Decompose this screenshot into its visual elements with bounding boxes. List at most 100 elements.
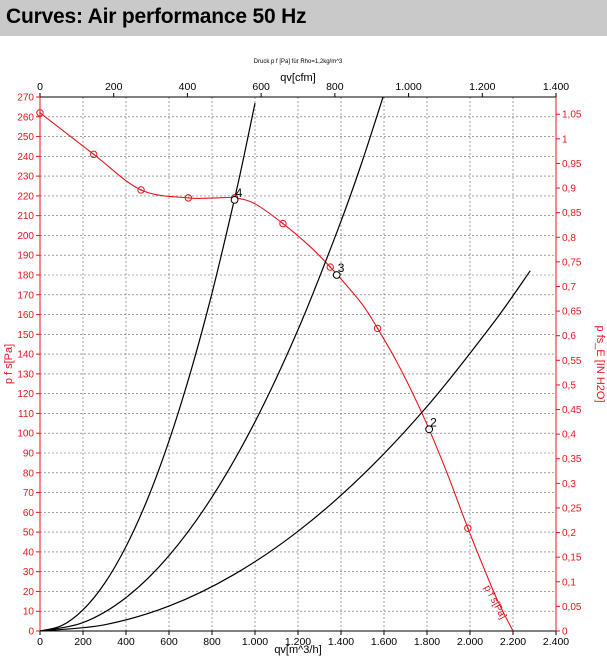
x-tick-label: 200: [74, 636, 92, 648]
y2-tick-label: 0,3: [562, 479, 576, 490]
y-tick-label: 50: [23, 528, 35, 539]
curve-marker: [464, 524, 472, 532]
operating-point-label: 3: [338, 261, 345, 275]
curve-marker: [137, 186, 145, 194]
x-tick-label: 2.200: [500, 636, 526, 648]
system-curve-line: [40, 97, 384, 631]
y2-tick-label: 0,4: [562, 430, 576, 441]
curve-marker-dot: [376, 327, 379, 330]
curve-marker-dot: [329, 266, 332, 268]
y-tick-label: 100: [17, 429, 34, 440]
curve-marker: [279, 219, 287, 228]
header-bar: Curves: Air performance 50 Hz: [0, 0, 607, 36]
x-tick-label: 600: [160, 636, 178, 648]
y-tick-label: 0: [28, 627, 34, 638]
y2-tick-label: 0,25: [562, 503, 582, 514]
y-tick-label: 190: [17, 251, 34, 262]
y-tick-label: 20: [23, 587, 35, 598]
grid: [39, 96, 557, 632]
x2-tick-label: 1.400: [543, 81, 569, 93]
y-tick-label: 200: [17, 231, 34, 242]
operating-point: [332, 271, 341, 279]
y-tick-label: 250: [17, 132, 34, 143]
y2-tick-label: 0,85: [562, 208, 582, 219]
x2-tick-label: 1.000: [395, 81, 421, 93]
curve-marker-dot: [92, 153, 95, 156]
y2-tick-label: 0,7: [562, 282, 576, 293]
y-tick-label: 270: [17, 93, 34, 104]
y2-tick-label: 0,55: [562, 356, 582, 367]
x2-tick-label: 800: [326, 81, 344, 93]
y-tick-label: 170: [17, 290, 34, 301]
performance-chart: 0 200 400 600 800 1.000 1.200 1.400 1.600 1.800 2.…: [3, 59, 606, 656]
x2-tick-label: 1.200: [469, 81, 495, 93]
y2-tick-label: 0,2: [562, 528, 576, 539]
y-tick-label: 260: [17, 112, 34, 123]
x2-tick-label: 400: [179, 81, 197, 93]
bottom-axis-label: qv[m^3/h]: [274, 644, 321, 656]
left-axis-label: p f s[Pa]: [3, 344, 15, 384]
y2-tick-label: 0,45: [562, 405, 582, 416]
operating-point: [425, 425, 434, 434]
y2-tick-label: 0,8: [562, 233, 576, 244]
system-curve-line: [40, 270, 531, 631]
y2-tick-label: 0,35: [562, 454, 582, 465]
y-tick-label: 60: [23, 508, 35, 519]
operating-point-label: 2: [430, 415, 437, 429]
curve-marker-dot: [187, 197, 190, 199]
curve-marker-dot: [467, 527, 469, 529]
pressure-curve-line: [40, 112, 514, 631]
curve-marker-dot: [39, 112, 41, 114]
y-tick-label: 10: [23, 607, 35, 618]
curve-marker-dot: [282, 222, 284, 225]
y-tick-label: 150: [17, 330, 34, 341]
x-tick-label: 1.200: [285, 636, 311, 648]
x-tick-label: 1.000: [242, 636, 268, 648]
y2-tick-label: 0,6: [562, 331, 576, 342]
page-title: Curves: Air performance 50 Hz: [6, 5, 307, 28]
y-tick-label: 90: [23, 449, 35, 460]
operating-point: [230, 195, 239, 204]
y2-tick-label: 0,05: [562, 602, 582, 613]
top-axis-label: qv[cfm]: [280, 72, 315, 84]
y2-tick-label: 1: [562, 134, 568, 145]
y2-tick-label: 0,1: [562, 577, 576, 588]
curve-marker: [326, 263, 334, 271]
x-tick-label: 400: [117, 636, 135, 648]
y-tick-label: 230: [17, 172, 34, 183]
y2-tick-label: 0,75: [562, 257, 582, 268]
x-tick-label: 1.400: [328, 636, 354, 648]
y2-tick-label: 1,05: [562, 110, 582, 121]
y-tick-label: 70: [23, 488, 35, 499]
curve-marker-dot: [140, 189, 142, 191]
y2-tick-label: 0,15: [562, 553, 582, 564]
chart-subtitle: Druck p f [Pa] für Rho=1,2kg/m^3: [254, 59, 343, 65]
curve-marker: [373, 324, 382, 333]
y2-tick-label: 0: [562, 627, 568, 638]
y-tick-label: 180: [17, 271, 34, 282]
right-axis-label: p fs_E [IN H2O]: [594, 325, 606, 402]
y-tick-label: 140: [17, 350, 34, 361]
y-tick-label: 220: [17, 191, 34, 202]
x-tick-label: 1.800: [414, 636, 440, 648]
axes: 0 200 400 600 800 1.000 1.200 1.400 1.600 1.800 2.…: [17, 81, 582, 648]
x-tick-label: 2.000: [457, 636, 483, 648]
x-tick-label: 0: [37, 636, 43, 648]
y2-tick-label: 0,65: [562, 307, 582, 318]
y-tick-label: 160: [17, 310, 34, 321]
y-tick-label: 40: [23, 547, 35, 558]
y2-tick-label: 0,9: [562, 184, 576, 195]
curve-marker: [184, 194, 193, 202]
curve-marker: [90, 150, 98, 159]
operating-point-label: 4: [236, 186, 243, 200]
y-tick-label: 30: [23, 567, 35, 578]
curve-marker: [36, 109, 44, 117]
x-tick-label: 1.600: [371, 636, 397, 648]
x-tick-label: 2.400: [543, 636, 569, 648]
y-tick-label: 210: [17, 211, 34, 222]
y-tick-label: 120: [17, 389, 34, 400]
y2-tick-label: 0,5: [562, 380, 576, 391]
x2-tick-label: 600: [252, 81, 270, 93]
x2-tick-label: 0: [37, 81, 43, 93]
y-tick-label: 130: [17, 369, 34, 380]
